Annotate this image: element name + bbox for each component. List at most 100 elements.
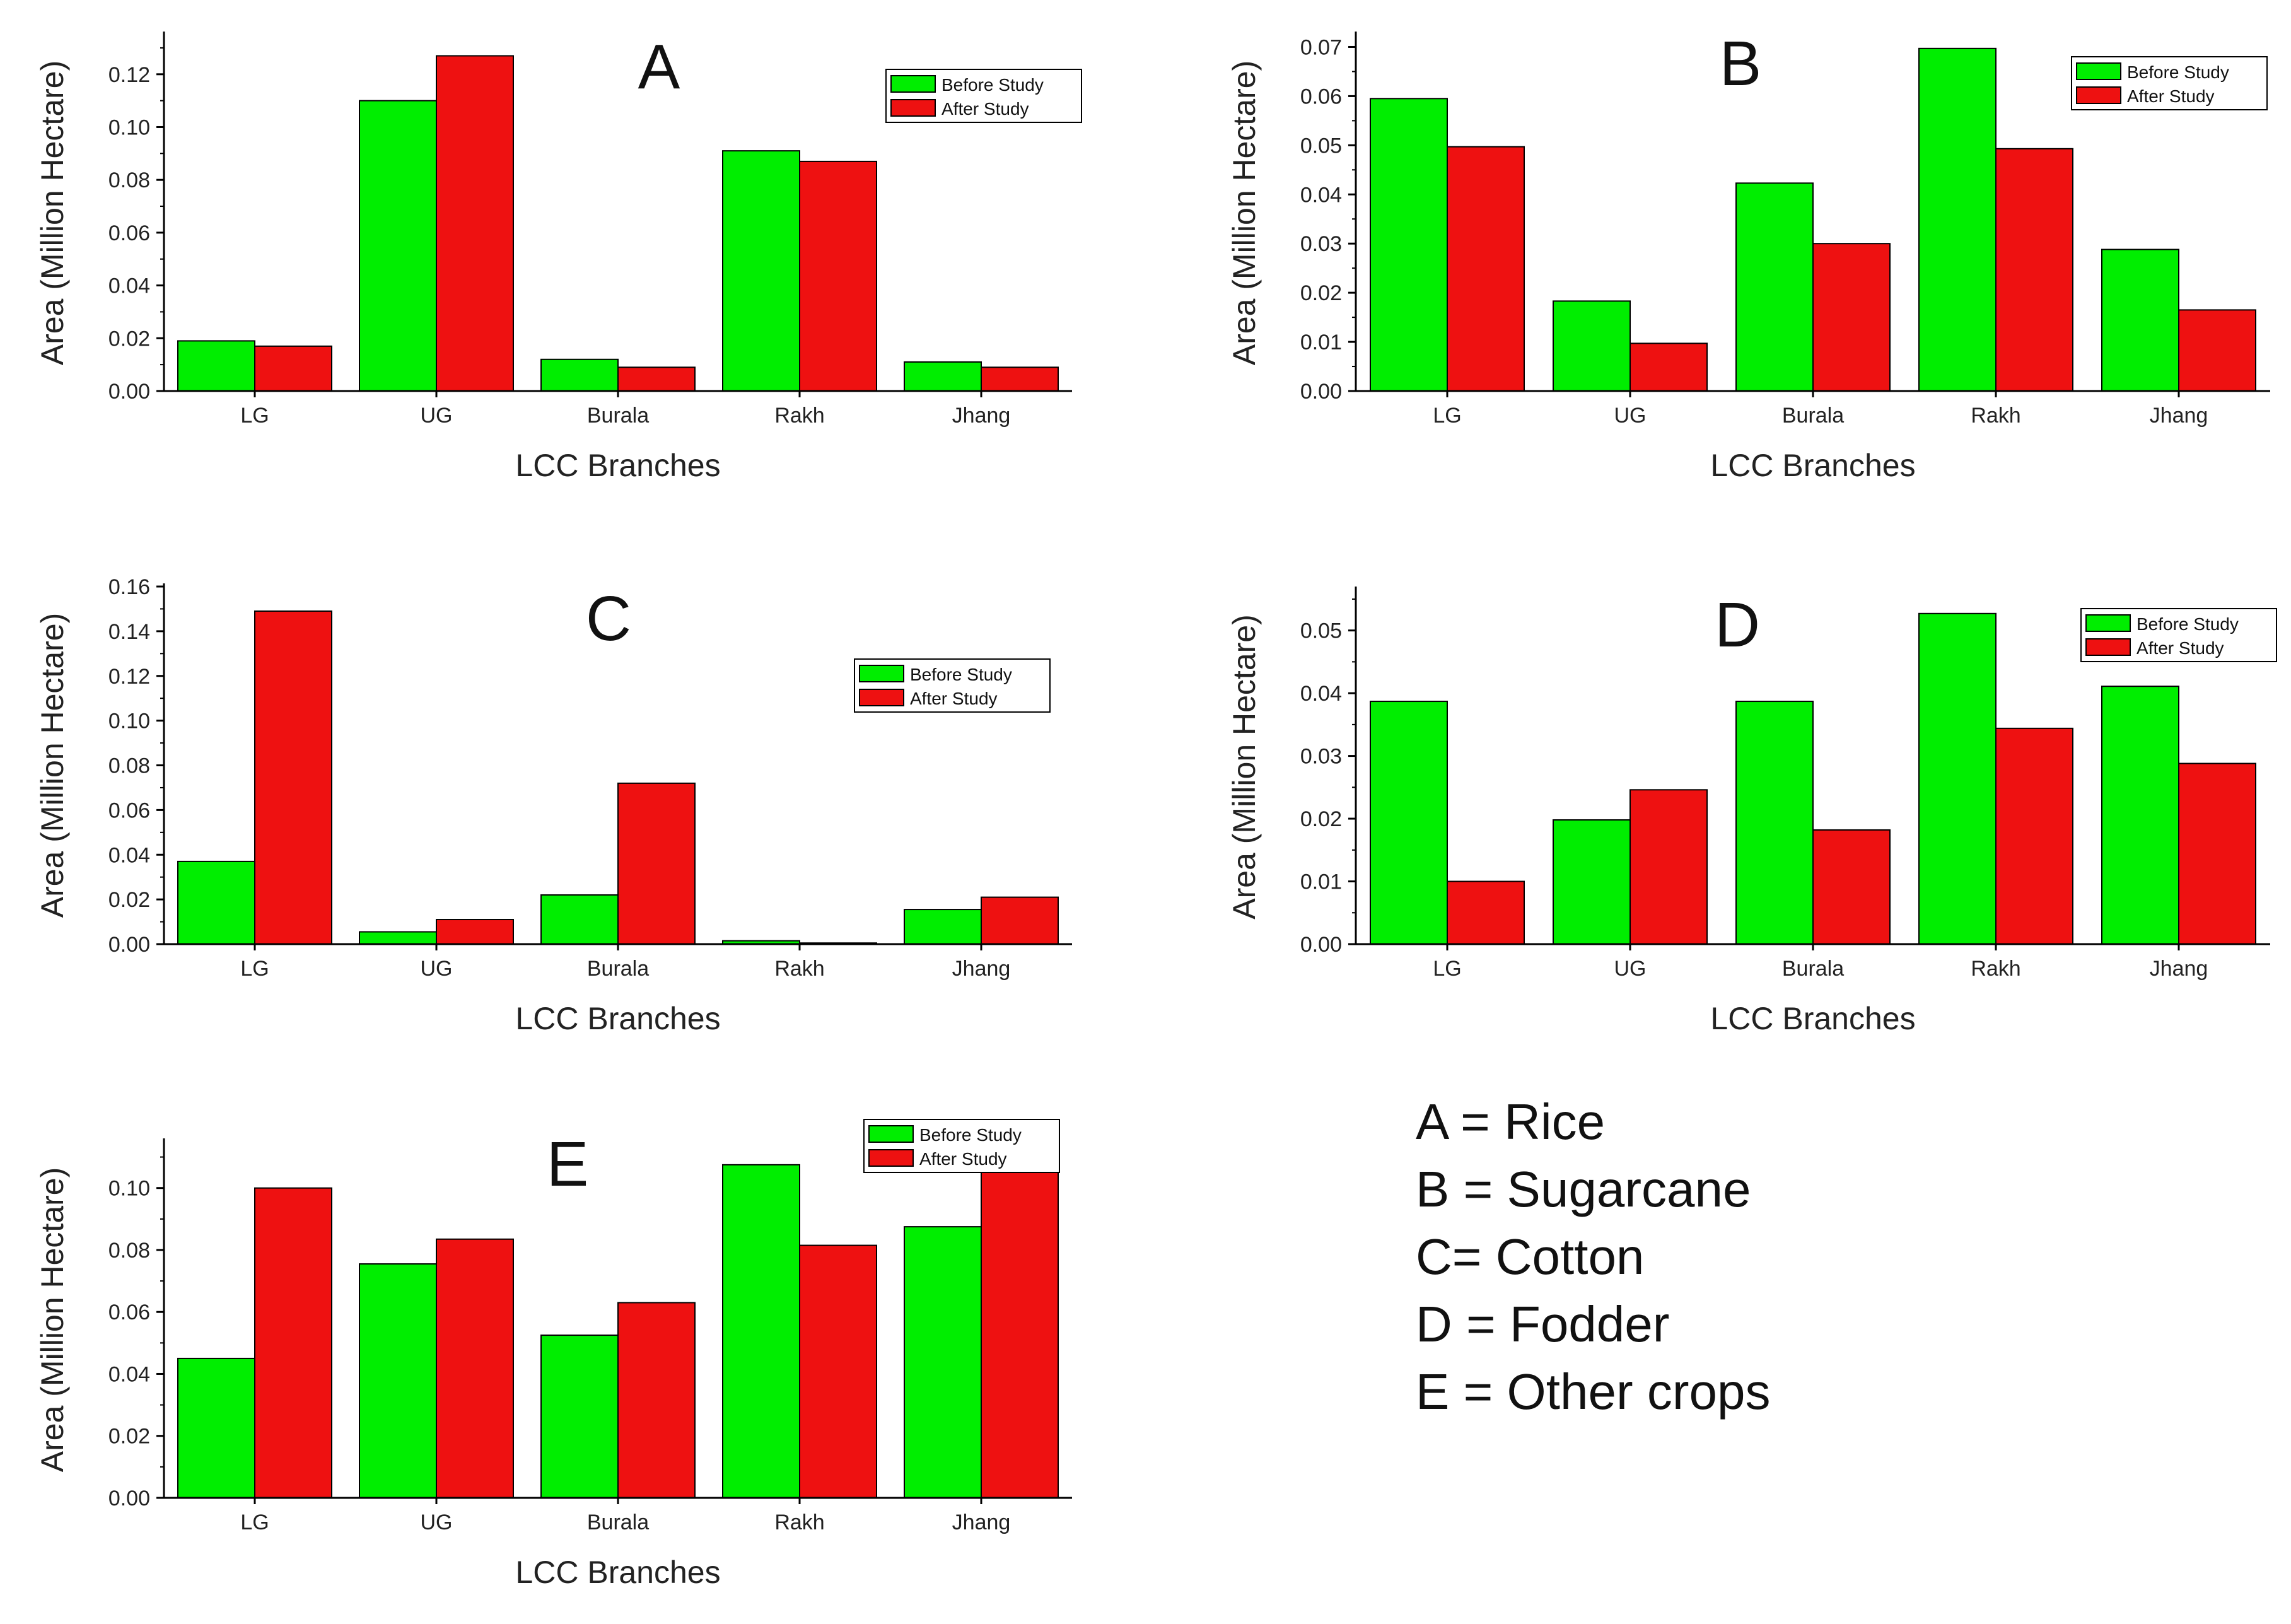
crop-key-entry: C= Cotton [1416, 1229, 1645, 1285]
bar-before-study [359, 1263, 437, 1498]
legend: Before Study After Study [2071, 56, 2268, 110]
bar-before-study [1918, 612, 1997, 945]
x-tick-label: Burala [587, 404, 649, 428]
legend: Before Study After Study [854, 658, 1051, 713]
bar-after-study [799, 160, 877, 392]
bar-after-study [981, 366, 1059, 392]
legend-swatch-before [868, 1125, 914, 1143]
y-tick-label: 0.02 [108, 1425, 150, 1449]
legend: Before Study After Study [863, 1119, 1060, 1173]
bar-after-study [1447, 880, 1525, 945]
bar-before-study [722, 1164, 800, 1498]
legend-swatch-after [890, 99, 936, 117]
y-tick-label: 0.03 [1300, 232, 1342, 256]
x-tick-label: Burala [1782, 957, 1844, 981]
y-tick-label: 0.04 [108, 843, 150, 867]
bar-before-study [904, 1226, 982, 1498]
crop-key-entry: B = Sugarcane [1416, 1161, 1751, 1217]
y-axis-title: Area (Million Hectare) [35, 613, 70, 918]
bar-before-study [1553, 819, 1631, 945]
legend-label-after: After Study [2137, 638, 2224, 658]
bar-before-study [904, 361, 982, 392]
x-tick-label: Burala [1782, 404, 1844, 428]
y-tick-label: 0.06 [1300, 85, 1342, 108]
y-tick-label: 0.10 [108, 710, 150, 733]
legend: Before Study After Study [885, 69, 1082, 123]
y-tick-label: 0.16 [108, 575, 150, 599]
x-tick-label: Burala [587, 957, 649, 981]
y-tick-label: 0.00 [108, 1487, 150, 1510]
panel-title: B [1720, 28, 1762, 99]
y-tick-label: 0.10 [108, 1177, 150, 1201]
crop-key: A = Rice B = Sugarcane C= Cotton D = Fod… [1416, 1088, 1770, 1425]
y-tick-label: 0.00 [108, 933, 150, 957]
y-tick-label: 0.02 [1300, 807, 1342, 831]
bar-after-study [981, 896, 1059, 945]
bar-after-study [617, 366, 696, 392]
legend: Before Study After Study [2080, 608, 2277, 662]
legend-label-after: After Study [2127, 86, 2215, 106]
bar-after-study [436, 919, 514, 945]
bar-after-study [1812, 829, 1891, 945]
y-tick-label: 0.00 [1300, 380, 1342, 404]
bar-before-study [540, 1335, 619, 1498]
bar-after-study [1447, 146, 1525, 392]
y-axis-title: Area (Million Hectare) [1227, 61, 1262, 365]
legend-swatch-after [868, 1149, 914, 1167]
y-tick-label: 0.02 [108, 888, 150, 912]
x-tick-label: Burala [587, 1510, 649, 1534]
y-tick-label: 0.08 [108, 754, 150, 778]
y-tick-label: 0.01 [1300, 870, 1342, 894]
bar-before-study [177, 860, 255, 945]
bar-before-study [2101, 248, 2179, 392]
bar-before-study [1553, 300, 1631, 392]
y-tick-label: 0.04 [108, 1362, 150, 1386]
legend-swatch-after [859, 689, 904, 706]
bar-after-study [254, 1187, 332, 1499]
bar-after-study [2178, 309, 2256, 392]
bar-after-study [2178, 762, 2256, 945]
bar-before-study [1370, 701, 1448, 945]
y-tick-label: 0.04 [108, 274, 150, 298]
legend-label-before: Before Study [2127, 62, 2229, 82]
x-tick-label: Jhang [2150, 957, 2208, 981]
x-tick-label: Jhang [952, 957, 1011, 981]
bar-after-study [436, 55, 514, 392]
chart-panel-b: LG UG Burala Rakh Jhang 0.00 0.01 0.02 0.03 0.04 0… [1227, 28, 2270, 483]
bar-before-study [359, 931, 437, 945]
y-tick-label: 0.06 [108, 798, 150, 822]
panel-title: C [586, 583, 631, 654]
x-tick-label: LG [240, 957, 269, 981]
y-tick-label: 0.04 [1300, 682, 1342, 706]
y-tick-label: 0.07 [1300, 35, 1342, 59]
y-tick-label: 0.14 [108, 620, 150, 644]
legend-swatch-before [859, 665, 904, 682]
y-tick-label: 0.12 [108, 665, 150, 689]
x-tick-label: LG [240, 404, 269, 428]
bar-after-study [1995, 148, 2073, 392]
bar-before-study [1735, 701, 1814, 945]
bar-after-study [1629, 789, 1708, 945]
x-axis-title: LCC Branches [515, 1001, 720, 1036]
y-tick-label: 0.06 [108, 221, 150, 245]
x-tick-label: Rakh [774, 1510, 824, 1534]
y-tick-label: 0.00 [108, 380, 150, 404]
bar-after-study [1995, 727, 2073, 945]
bar-before-study [540, 894, 619, 945]
panel-title: D [1715, 590, 1760, 660]
bar-before-study [1370, 98, 1448, 392]
bar-before-study [540, 358, 619, 392]
x-axis-title: LCC Branches [515, 1555, 720, 1590]
x-tick-label: UG [421, 404, 453, 428]
bar-after-study [981, 1165, 1059, 1498]
y-axis-title: Area (Million Hectare) [1227, 614, 1262, 919]
x-tick-label: UG [1614, 404, 1647, 428]
y-tick-label: 0.04 [1300, 183, 1342, 207]
x-axis-title: LCC Branches [515, 448, 720, 483]
legend-swatch-before [890, 75, 936, 93]
legend-swatch-before [2076, 62, 2121, 80]
legend-label-before: Before Study [919, 1125, 1022, 1145]
bar-after-study [254, 610, 332, 945]
x-tick-label: UG [421, 957, 453, 981]
y-tick-label: 0.10 [108, 115, 150, 139]
